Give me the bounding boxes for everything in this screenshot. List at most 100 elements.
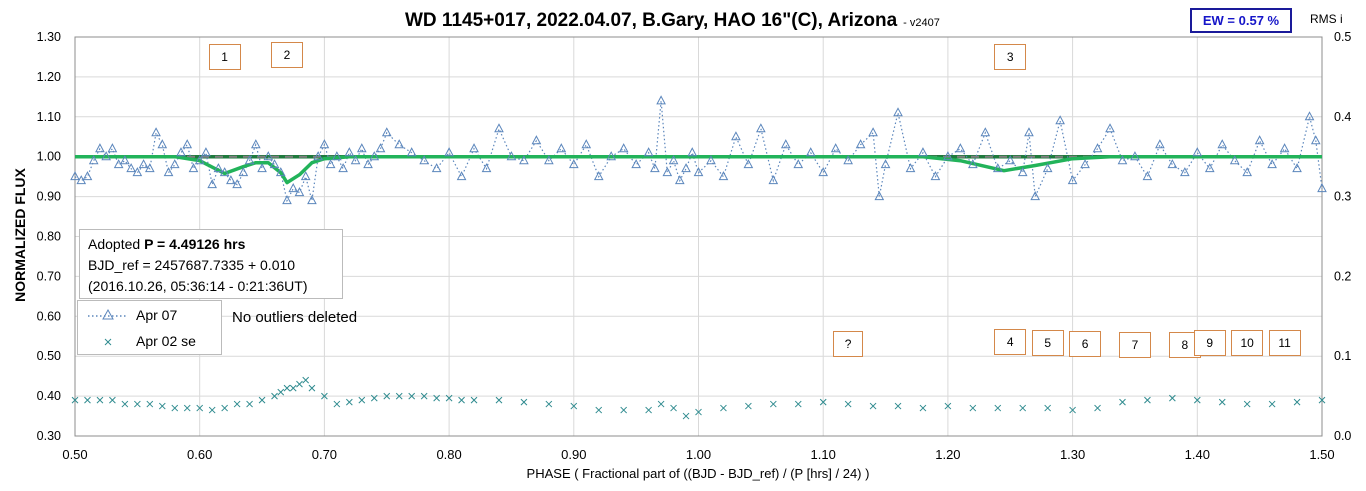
apr02-point	[302, 376, 310, 384]
apr07-point	[1204, 163, 1215, 173]
apr02-point	[283, 384, 291, 392]
apr02-point	[321, 392, 328, 400]
apr02-point	[1119, 398, 1126, 406]
apr07-point	[1179, 167, 1190, 177]
apr07-point	[1317, 183, 1327, 193]
apr07-point	[469, 143, 479, 153]
y-tick-label: 0.60	[37, 309, 61, 323]
legend-item-apr02: Apr 02 se	[78, 331, 221, 351]
apr07-point	[369, 151, 380, 161]
dip-marker-unknown: ?	[833, 331, 864, 358]
apr02-point-stroke	[520, 398, 528, 406]
apr02-point-stroke	[271, 392, 278, 400]
apr07-point	[275, 167, 286, 177]
apr02-point	[994, 404, 1002, 412]
x-tick-label: 0.80	[436, 447, 461, 462]
apr02-point	[258, 396, 266, 404]
triangle-marker-icon	[88, 308, 128, 320]
apr07-point	[743, 159, 754, 169]
x-tick-label: 0.70	[312, 447, 337, 462]
apr07-point	[662, 167, 673, 177]
apr02-point	[595, 406, 603, 414]
apr02-point	[620, 406, 628, 414]
apr07-point	[481, 163, 492, 173]
x-axis-label: PHASE ( Fractional part of ((BJD - BJD_r…	[526, 466, 870, 481]
apr07-point	[363, 159, 373, 169]
apr07-point	[101, 151, 112, 161]
apr07-point	[687, 147, 698, 157]
apr07-point	[830, 143, 841, 153]
date-range-line: (2016.10.26, 05:36:14 - 0:21:36UT)	[88, 278, 308, 294]
apr02-point	[96, 396, 104, 404]
apr02-point	[894, 402, 902, 410]
apr02-point-stroke	[1293, 398, 1301, 406]
apr02-point	[146, 400, 154, 408]
apr07-point	[768, 175, 779, 185]
apr07-point	[107, 143, 118, 153]
apr07-point	[1167, 159, 1178, 169]
apr02-point-stroke	[844, 400, 852, 408]
apr02-point	[1193, 396, 1201, 404]
apr02-point	[458, 396, 465, 404]
apr02-point-stroke	[283, 384, 291, 392]
apr07-point	[544, 155, 554, 165]
apr07-point	[1142, 171, 1153, 181]
apr02-point	[158, 402, 166, 410]
dip-marker-10: 10	[1231, 330, 1264, 357]
apr07-point	[793, 159, 804, 169]
apr02-point-stroke	[645, 406, 652, 414]
apr07-point	[893, 107, 903, 117]
apr02-point-stroke	[183, 404, 191, 412]
apr02-point-stroke	[819, 398, 827, 406]
apr07-point	[706, 155, 716, 165]
apr02-point	[183, 404, 191, 412]
apr02-point-stroke	[1193, 396, 1201, 404]
apr07-point	[344, 147, 355, 157]
apr07-point	[1242, 167, 1253, 177]
apr02-point	[133, 400, 141, 408]
apr02-point	[869, 402, 877, 410]
apr02-point	[470, 396, 478, 404]
apr02-point	[794, 400, 802, 408]
apr02-point-stroke	[1069, 406, 1076, 414]
apr07-point	[1030, 191, 1041, 201]
apr02-point	[819, 398, 827, 406]
apr02-point	[271, 392, 278, 400]
apr07-point	[282, 195, 292, 205]
apr02-point-stroke	[969, 404, 977, 412]
dip-marker-9: 9	[1193, 329, 1226, 356]
apr07-point	[531, 135, 542, 145]
apr07-point	[1267, 159, 1277, 169]
apr07-point	[313, 151, 323, 161]
apr02-point-stroke	[383, 392, 391, 400]
apr07-point	[805, 147, 816, 157]
apr02-point	[358, 396, 366, 404]
apr02-point	[196, 404, 204, 412]
apr02-point-stroke	[408, 392, 416, 400]
apr02-point-stroke	[84, 396, 91, 404]
apr02-point-stroke	[994, 404, 1002, 412]
apr02-point-stroke	[358, 396, 366, 404]
apr07-point	[288, 183, 299, 193]
apr07-point	[968, 159, 978, 169]
apr02-point-stroke	[246, 400, 253, 408]
x-tick-label: 1.40	[1185, 447, 1210, 462]
apr02-point-stroke	[769, 400, 777, 408]
apr02-point-stroke	[71, 396, 79, 404]
apr02-point-stroke	[545, 400, 553, 408]
apr07-point	[138, 159, 149, 169]
apr07-point	[307, 195, 317, 205]
period-line: Adopted P = 4.49126 hrs	[88, 234, 342, 255]
apr02-point	[769, 400, 777, 408]
apr02-point-stroke	[944, 402, 952, 410]
apr02-point	[844, 400, 852, 408]
dip-marker-4: 4	[994, 329, 1027, 356]
apr07-point	[132, 167, 143, 177]
apr07-point	[182, 139, 193, 149]
legend-label-apr07: Apr 07	[136, 307, 178, 323]
apr02-point	[246, 400, 253, 408]
apr07-point	[1080, 159, 1090, 169]
apr07-point	[1304, 111, 1315, 121]
apr07-point	[643, 147, 654, 157]
